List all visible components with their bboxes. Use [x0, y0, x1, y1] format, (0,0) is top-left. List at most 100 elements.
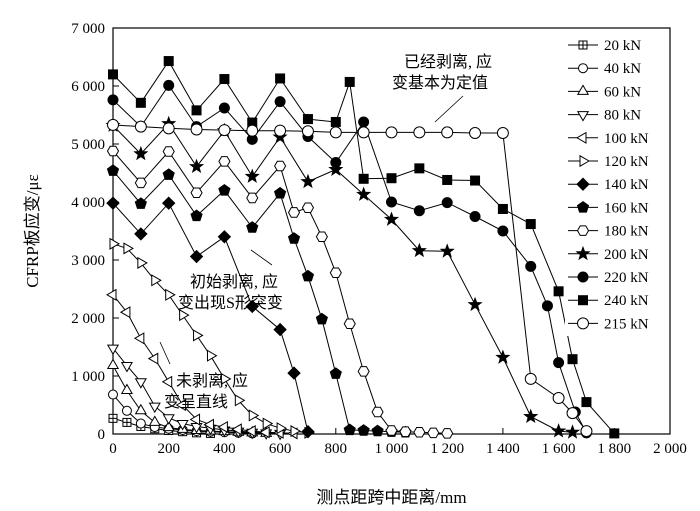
data-point-100kn [147, 352, 159, 365]
data-point-240kn [344, 76, 355, 87]
data-point-40kn [135, 418, 146, 429]
data-point-160kn [357, 424, 370, 436]
x-tick-label: 600 [269, 441, 292, 457]
legend-item-80kn: 80 kN [568, 108, 641, 124]
legend-item-140kn: 140 kN [568, 177, 649, 193]
legend-marker-20kn [578, 40, 588, 50]
data-point-140kn [301, 424, 315, 439]
legend-marker-220kn [577, 271, 589, 283]
data-point-160kn [343, 423, 356, 436]
data-point-200kn [523, 408, 539, 424]
data-point-120kn [193, 329, 204, 342]
data-point-140kn [245, 299, 259, 314]
data-point-220kn [163, 79, 175, 91]
data-point-80kn [134, 378, 147, 389]
data-point-140kn [273, 322, 287, 337]
data-point-120kn [179, 309, 190, 322]
data-point-140kn [217, 230, 232, 244]
data-point-100kn [119, 306, 131, 319]
annotation-line: 已经剥离, 应 [404, 52, 492, 71]
legend-item-120kn: 120 kN [568, 154, 649, 170]
x-tick-label: 1 400 [486, 441, 520, 457]
data-point-120kn [165, 288, 176, 301]
data-point-160kn [190, 209, 203, 222]
data-point-200kn [133, 145, 149, 161]
data-point-120kn [109, 237, 120, 250]
data-point-215kn [162, 122, 175, 135]
y-tick-label: 5 000 [71, 137, 105, 153]
data-point-160kn [246, 221, 259, 233]
legend-marker-180kn [576, 225, 590, 236]
data-point-160kn [106, 164, 120, 176]
series-240kn [108, 56, 620, 439]
legend-label: 120 kN [604, 154, 649, 170]
data-point-200kn [188, 158, 205, 174]
data-point-180kn [162, 146, 175, 157]
data-point-240kn [219, 74, 230, 85]
data-point-80kn [162, 414, 175, 425]
legend-marker-60kn [576, 84, 590, 95]
y-tick-label: 1 000 [71, 369, 105, 385]
x-tick-label: 200 [157, 441, 180, 457]
data-point-140kn [287, 366, 301, 380]
legend-label: 60 kN [604, 84, 641, 100]
data-point-240kn [470, 175, 481, 186]
data-point-180kn [371, 406, 384, 418]
data-point-120kn [151, 274, 162, 287]
data-point-240kn [442, 174, 453, 185]
annotation-line: 变基本为定值 [392, 74, 488, 92]
data-point-100kn [217, 420, 228, 434]
data-point-100kn [203, 418, 214, 431]
data-point-160kn [273, 186, 287, 199]
data-point-20kn [122, 417, 132, 427]
y-tick-label: 2 000 [71, 311, 105, 327]
data-point-40kn [108, 389, 118, 400]
legend-item-200kn: 200 kN [568, 245, 649, 263]
annotation-text: 初始剥离, 应变出现S形突变 [178, 272, 283, 312]
data-point-200kn [411, 242, 427, 258]
legend-label: 80 kN [604, 108, 641, 124]
legend-label: 180 kN [604, 224, 649, 240]
data-point-60kn [134, 403, 147, 415]
data-point-180kn [134, 177, 147, 189]
data-point-215kn [274, 124, 287, 137]
data-point-220kn [274, 96, 286, 108]
data-point-240kn [609, 428, 620, 439]
data-point-240kn [135, 97, 146, 108]
data-point-200kn [383, 211, 400, 226]
data-point-240kn [414, 163, 425, 174]
data-point-60kn [106, 358, 120, 370]
series-line-220kn [112, 84, 587, 434]
data-point-240kn [108, 69, 118, 80]
data-point-215kn [357, 126, 370, 139]
data-point-80kn [106, 344, 120, 356]
data-point-120kn [262, 417, 274, 430]
legend-marker-160kn [576, 200, 590, 213]
data-point-220kn [441, 197, 453, 209]
x-tick-label: 0 [109, 441, 117, 457]
data-point-120kn [123, 242, 134, 255]
legend-label: 220 kN [604, 270, 649, 286]
data-point-180kn [301, 202, 315, 214]
annotation-text: 已经剥离, 应变基本为定值 [392, 52, 492, 92]
data-point-180kn [274, 160, 287, 172]
data-point-120kn [206, 349, 218, 362]
data-point-120kn [248, 409, 260, 422]
legend-item-220kn: 220 kN [568, 270, 649, 286]
annotation-text: 未剥离, 应变呈直线 [164, 371, 248, 411]
data-point-100kn [175, 398, 187, 412]
series-layer [105, 56, 620, 441]
x-tick-label: 1 600 [542, 441, 576, 457]
data-point-180kn [246, 192, 259, 204]
data-point-180kn [413, 427, 426, 438]
data-point-240kn [567, 354, 578, 365]
data-point-100kn [189, 413, 201, 426]
data-point-60kn [148, 415, 161, 426]
data-point-215kn [246, 124, 259, 137]
legend-item-60kn: 60 kN [568, 84, 641, 100]
legend-label: 40 kN [604, 61, 641, 77]
data-point-215kn [413, 126, 426, 139]
legend-label: 240 kN [604, 293, 649, 309]
data-point-60kn [120, 383, 133, 394]
